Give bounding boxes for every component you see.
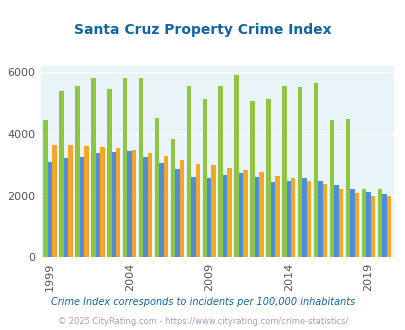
Bar: [52, 145, 57, 257]
Bar: [270, 182, 275, 257]
Bar: [202, 99, 207, 257]
Bar: [79, 157, 84, 257]
Bar: [258, 172, 263, 257]
Bar: [227, 168, 231, 257]
Bar: [48, 162, 52, 257]
Text: © 2025 CityRating.com - https://www.cityrating.com/crime-statistics/: © 2025 CityRating.com - https://www.city…: [58, 317, 347, 326]
Bar: [222, 175, 227, 257]
Bar: [179, 160, 183, 257]
Bar: [238, 174, 243, 257]
Bar: [191, 177, 195, 257]
Bar: [302, 179, 306, 257]
Bar: [286, 181, 290, 257]
Bar: [370, 196, 374, 257]
Bar: [96, 153, 100, 257]
Bar: [350, 189, 354, 257]
Bar: [107, 88, 111, 257]
Bar: [68, 145, 72, 257]
Bar: [100, 147, 104, 257]
Bar: [361, 189, 365, 257]
Bar: [175, 169, 179, 257]
Bar: [306, 181, 311, 257]
Bar: [297, 87, 302, 257]
Bar: [254, 177, 258, 257]
Bar: [275, 176, 279, 257]
Bar: [386, 196, 390, 257]
Bar: [218, 86, 222, 257]
Bar: [111, 152, 116, 257]
Bar: [381, 194, 386, 257]
Bar: [365, 192, 370, 257]
Bar: [322, 184, 326, 257]
Bar: [354, 193, 358, 257]
Bar: [290, 179, 295, 257]
Bar: [116, 148, 120, 257]
Bar: [186, 86, 191, 257]
Bar: [143, 157, 147, 257]
Bar: [123, 78, 127, 257]
Bar: [281, 86, 286, 257]
Bar: [211, 165, 215, 257]
Bar: [266, 99, 270, 257]
Bar: [345, 119, 350, 257]
Bar: [43, 120, 48, 257]
Bar: [195, 164, 200, 257]
Bar: [329, 120, 333, 257]
Bar: [163, 156, 168, 257]
Bar: [159, 163, 163, 257]
Bar: [243, 170, 247, 257]
Bar: [250, 101, 254, 257]
Bar: [333, 185, 338, 257]
Bar: [127, 151, 132, 257]
Bar: [64, 158, 68, 257]
Bar: [154, 118, 159, 257]
Bar: [207, 178, 211, 257]
Text: Crime Index corresponds to incidents per 100,000 inhabitants: Crime Index corresponds to incidents per…: [51, 297, 354, 307]
Bar: [313, 83, 318, 257]
Bar: [84, 146, 88, 257]
Bar: [59, 91, 64, 257]
Text: Santa Cruz Property Crime Index: Santa Cruz Property Crime Index: [74, 23, 331, 37]
Bar: [75, 86, 79, 257]
Bar: [147, 153, 152, 257]
Bar: [338, 189, 342, 257]
Bar: [132, 150, 136, 257]
Bar: [318, 181, 322, 257]
Bar: [234, 75, 238, 257]
Bar: [139, 78, 143, 257]
Bar: [91, 78, 96, 257]
Bar: [171, 140, 175, 257]
Bar: [377, 188, 381, 257]
